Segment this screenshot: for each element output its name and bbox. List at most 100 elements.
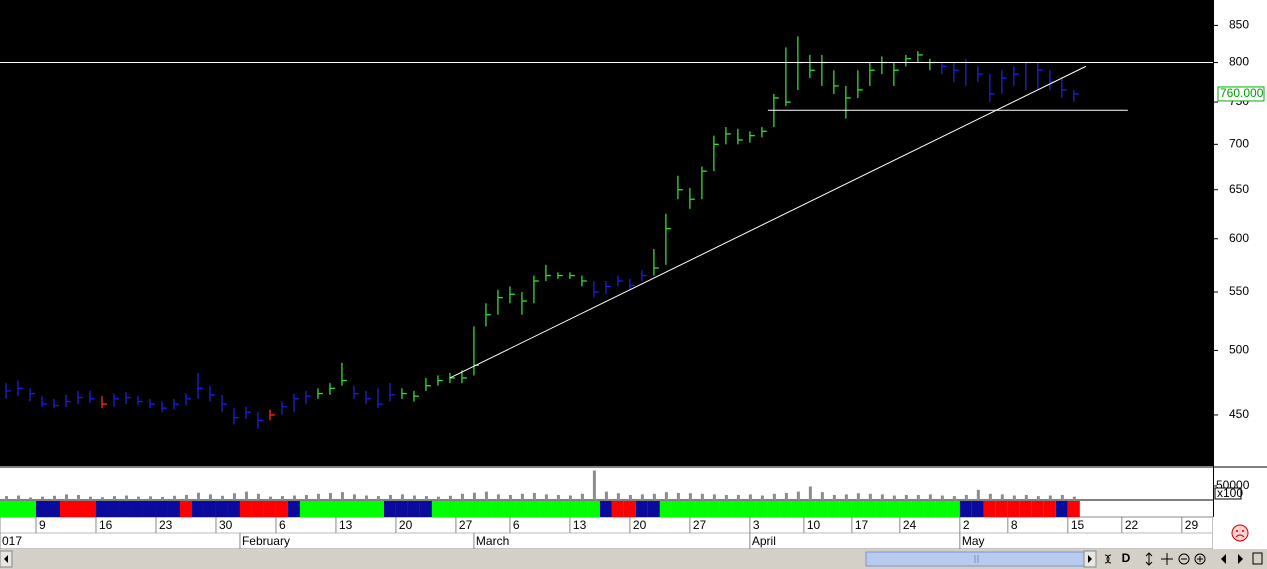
- volume-bar: [844, 494, 848, 500]
- trend-band: [407, 501, 420, 517]
- back-button[interactable]: [1221, 554, 1226, 564]
- volume-bar: [736, 494, 740, 500]
- volume-bar: [796, 491, 800, 500]
- scroll-thumb[interactable]: [865, 551, 1093, 567]
- volume-bar: [388, 494, 392, 500]
- y-tick-label: 850: [1229, 18, 1249, 32]
- month-label: February: [242, 534, 290, 548]
- volume-bar: [172, 495, 176, 500]
- trend-band: [143, 501, 156, 517]
- status-icon-eye: [1242, 530, 1244, 532]
- volume-bar: [676, 492, 680, 500]
- trend-band: [803, 501, 816, 517]
- volume-bar: [472, 492, 476, 500]
- volume-bar: [280, 496, 284, 500]
- volume-bar: [760, 495, 764, 500]
- volume-bar: [124, 495, 128, 500]
- volume-bar: [496, 494, 500, 500]
- trend-band: [695, 501, 708, 517]
- volume-bar: [904, 494, 908, 500]
- y-tick-label: 800: [1229, 55, 1249, 69]
- volume-bar: [628, 494, 632, 500]
- trend-band: [311, 501, 324, 517]
- trend-band: [479, 501, 492, 517]
- volume-bar: [160, 496, 164, 500]
- trend-band: [671, 501, 684, 517]
- zoom-out[interactable]: [1178, 553, 1190, 565]
- volume-bar: [64, 494, 68, 500]
- volume-bar: [556, 494, 560, 500]
- window-button[interactable]: [1252, 552, 1263, 565]
- trend-band: [575, 501, 588, 517]
- volume-bar: [520, 493, 524, 500]
- x-tick-label: 30: [219, 518, 233, 532]
- trend-band: [635, 501, 648, 517]
- trend-band: [59, 501, 72, 517]
- zoom-in[interactable]: [1194, 553, 1206, 565]
- status-icon[interactable]: [1231, 524, 1249, 542]
- trend-band: [287, 501, 300, 517]
- trend-band: [815, 501, 828, 517]
- trend-band: [227, 501, 240, 517]
- volume-bar: [424, 496, 428, 500]
- price-pane: [0, 0, 1213, 466]
- forward-button[interactable]: [1238, 554, 1243, 564]
- toolbar-button[interactable]: D: [1122, 551, 1131, 565]
- trend-band: [359, 501, 372, 517]
- trend-band: [47, 501, 60, 517]
- volume-bar: [196, 492, 200, 500]
- volume-bar: [868, 493, 872, 500]
- volume-bar: [1012, 495, 1016, 500]
- volume-bar: [1036, 496, 1040, 500]
- volume-bar: [304, 494, 308, 500]
- refresh-button[interactable]: [1104, 554, 1112, 564]
- x-tick-label: 16: [99, 518, 113, 532]
- volume-bar: [568, 495, 572, 500]
- volume-bar: [616, 493, 620, 500]
- trend-band: [35, 501, 48, 517]
- trend-band: [395, 501, 408, 517]
- trend-band: [539, 501, 552, 517]
- volume-bar: [964, 494, 968, 500]
- trend-band: [11, 501, 24, 517]
- trend-band: [875, 501, 888, 517]
- trend-band: [827, 501, 840, 517]
- volume-bar: [784, 492, 788, 500]
- volume-bar: [820, 492, 824, 500]
- volume-bar: [508, 494, 512, 500]
- trend-band: [371, 501, 384, 517]
- trend-band: [935, 501, 948, 517]
- volume-bar: [532, 492, 536, 500]
- month-label: April: [752, 534, 776, 548]
- volume-bar: [340, 492, 344, 500]
- month-label: May: [962, 534, 985, 548]
- vertical-zoom[interactable]: [1145, 552, 1153, 566]
- volume-bar: [244, 491, 248, 500]
- volume-bar: [772, 493, 776, 500]
- move-button[interactable]: [1161, 553, 1173, 565]
- trend-band: [527, 501, 540, 517]
- volume-bar: [664, 492, 668, 500]
- volume-bar: [724, 494, 728, 500]
- trend-band: [743, 501, 756, 517]
- trend-band: [1019, 501, 1032, 517]
- trend-band: [551, 501, 564, 517]
- volume-bar: [688, 493, 692, 500]
- trend-band: [1031, 501, 1044, 517]
- trend-band: [791, 501, 804, 517]
- volume-bar: [988, 493, 992, 500]
- trend-band: [491, 501, 504, 517]
- x-tick-label: 24: [903, 518, 917, 532]
- x-tick-label: 9: [39, 518, 46, 532]
- trend-band: [23, 501, 36, 517]
- volume-bar: [952, 496, 956, 500]
- volume-bar: [88, 496, 92, 500]
- volume-bar: [16, 495, 20, 500]
- trend-band: [923, 501, 936, 517]
- trend-band: [167, 501, 180, 517]
- trend-band: [779, 501, 792, 517]
- trend-band: [383, 501, 396, 517]
- volume-bar: [712, 494, 716, 500]
- volume-bar: [1048, 495, 1052, 500]
